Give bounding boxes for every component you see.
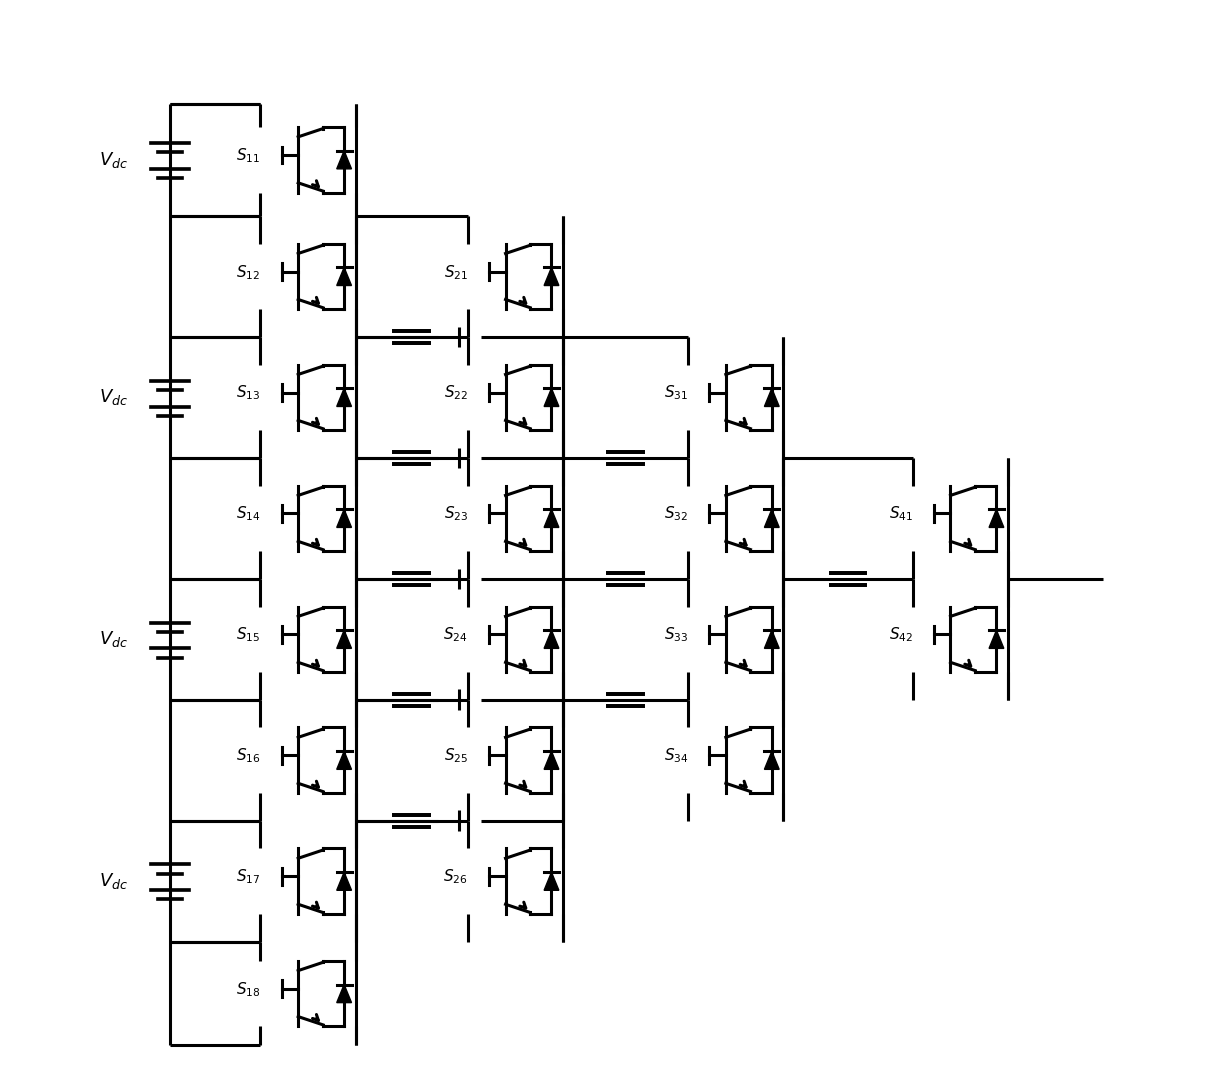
- Polygon shape: [337, 985, 352, 1002]
- Polygon shape: [765, 510, 780, 527]
- Text: $S_{34}$: $S_{34}$: [663, 746, 688, 766]
- Text: $S_{11}$: $S_{11}$: [237, 146, 260, 165]
- Text: $S_{15}$: $S_{15}$: [237, 625, 260, 645]
- Polygon shape: [337, 268, 352, 285]
- Text: $S_{31}$: $S_{31}$: [664, 383, 688, 403]
- Text: $S_{14}$: $S_{14}$: [235, 504, 260, 524]
- Text: $S_{42}$: $S_{42}$: [889, 625, 913, 645]
- Text: $S_{26}$: $S_{26}$: [444, 867, 468, 887]
- Text: $S_{23}$: $S_{23}$: [444, 504, 468, 524]
- Text: $S_{32}$: $S_{32}$: [664, 504, 688, 524]
- Polygon shape: [337, 151, 352, 168]
- Text: $V_{dc}$: $V_{dc}$: [99, 388, 129, 407]
- Polygon shape: [989, 510, 1004, 527]
- Text: $S_{41}$: $S_{41}$: [889, 504, 913, 524]
- Text: $V_{dc}$: $V_{dc}$: [99, 150, 129, 170]
- Polygon shape: [337, 873, 352, 890]
- Polygon shape: [544, 631, 559, 648]
- Polygon shape: [337, 752, 352, 769]
- Polygon shape: [337, 389, 352, 406]
- Text: $S_{12}$: $S_{12}$: [237, 262, 260, 282]
- Polygon shape: [989, 631, 1004, 648]
- Text: $S_{18}$: $S_{18}$: [237, 980, 260, 999]
- Polygon shape: [765, 389, 780, 406]
- Polygon shape: [544, 510, 559, 527]
- Text: $S_{16}$: $S_{16}$: [235, 746, 260, 766]
- Text: $S_{17}$: $S_{17}$: [237, 867, 260, 887]
- Text: $S_{13}$: $S_{13}$: [237, 383, 260, 403]
- Text: $V_{dc}$: $V_{dc}$: [99, 872, 129, 891]
- Polygon shape: [337, 631, 352, 648]
- Polygon shape: [544, 752, 559, 769]
- Polygon shape: [765, 752, 780, 769]
- Polygon shape: [544, 873, 559, 890]
- Polygon shape: [544, 268, 559, 285]
- Text: $S_{24}$: $S_{24}$: [444, 625, 468, 645]
- Text: $S_{25}$: $S_{25}$: [444, 746, 468, 766]
- Text: $S_{22}$: $S_{22}$: [444, 383, 468, 403]
- Text: $S_{21}$: $S_{21}$: [444, 262, 468, 282]
- Polygon shape: [544, 389, 559, 406]
- Polygon shape: [765, 631, 780, 648]
- Text: $S_{33}$: $S_{33}$: [663, 625, 688, 645]
- Text: $V_{dc}$: $V_{dc}$: [99, 630, 129, 649]
- Polygon shape: [337, 510, 352, 527]
